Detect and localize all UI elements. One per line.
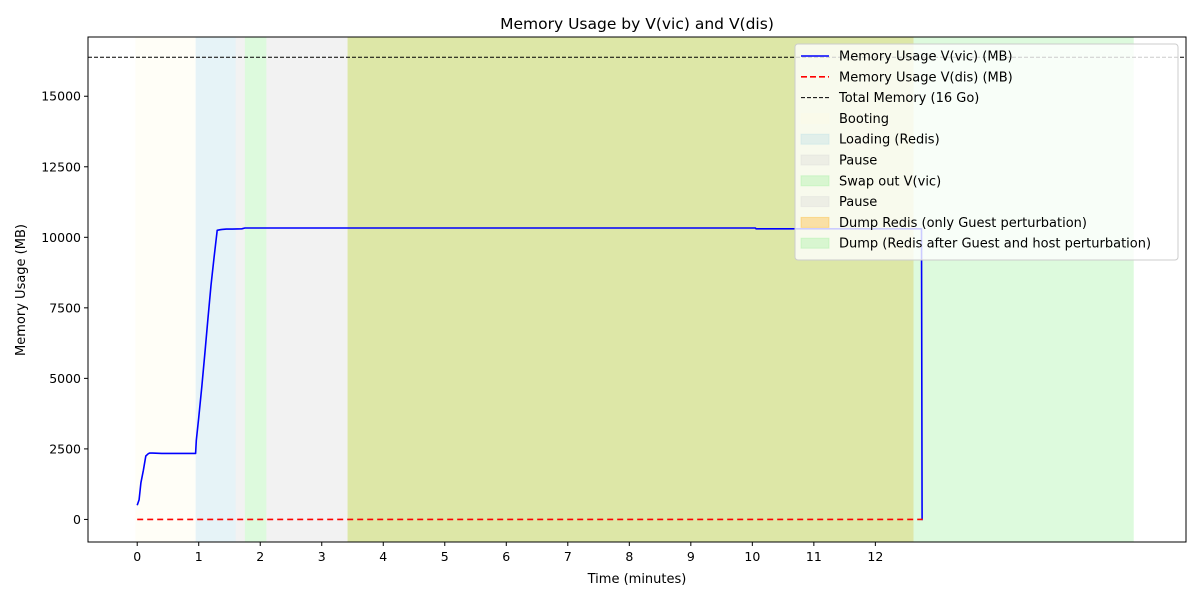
y-axis: 0 2500 5000 7500 10000 12500 15000	[41, 89, 88, 527]
legend-label-6: Swap out V(vic)	[839, 174, 941, 189]
legend-label-0: Memory Usage V(vic) (MB)	[839, 50, 1013, 65]
series-line-0	[136, 227, 923, 521]
y-tick-label-1: 2500	[49, 441, 81, 456]
x-tick-label-6: 6	[502, 549, 510, 564]
x-axis-title: Time (minutes)	[587, 572, 687, 587]
x-tick-label-7: 7	[564, 549, 572, 564]
legend: Memory Usage V(vic) (MB) Memory Usage V(d…	[794, 43, 1179, 261]
legend-label-8: Dump Redis (only Guest perturbation)	[839, 216, 1087, 231]
legend-swatch-8	[800, 216, 830, 228]
legend-label-4: Loading (Redis)	[839, 133, 940, 148]
region-3	[244, 37, 267, 542]
x-tick-label-8: 8	[625, 549, 633, 564]
legend-swatch-7	[800, 196, 830, 208]
legend-swatch-4	[800, 133, 830, 145]
chart-title: Memory Usage by V(vic) and V(dis)	[500, 15, 774, 33]
y-axis-title: Memory Usage (MB)	[14, 224, 29, 356]
legend-label-9: Dump (Redis after Guest and host perturb…	[839, 237, 1151, 252]
region-4	[266, 37, 348, 542]
legend-swatch-5	[800, 154, 830, 166]
legend-label-7: Pause	[839, 195, 877, 210]
x-tick-label-9: 9	[687, 549, 695, 564]
legend-label-2: Total Memory (16 Go)	[838, 91, 979, 106]
x-axis: 0 1 2 3 4 5 6 7 8 9 10 11 12	[133, 542, 883, 564]
x-tick-label-3: 3	[318, 549, 326, 564]
y-tick-label-4: 10000	[41, 230, 81, 245]
legend-label-1: Memory Usage V(dis) (MB)	[839, 70, 1013, 85]
x-tick-label-2: 2	[256, 549, 264, 564]
legend-swatch-6	[800, 175, 830, 187]
plot-frame	[87, 36, 1187, 543]
x-tick-label-11: 11	[806, 549, 822, 564]
y-tick-label-5: 12500	[41, 159, 81, 174]
legend-label-3: Booting	[839, 112, 889, 127]
x-tick-label-4: 4	[379, 549, 387, 564]
x-tick-label-0: 0	[133, 549, 141, 564]
x-tick-label-12: 12	[867, 549, 883, 564]
x-tick-label-5: 5	[441, 549, 449, 564]
x-tick-label-1: 1	[195, 549, 203, 564]
legend-label-5: Pause	[839, 154, 877, 169]
legend-box	[794, 43, 1179, 261]
y-tick-label-6: 15000	[41, 89, 81, 104]
region-1	[195, 37, 236, 542]
y-tick-label-0: 0	[73, 512, 81, 527]
legend-swatch-9	[800, 237, 830, 249]
legend-swatch-3	[800, 112, 830, 124]
y-tick-label-3: 7500	[49, 300, 81, 315]
y-tick-label-2: 5000	[49, 371, 81, 386]
region-2	[235, 37, 245, 542]
x-tick-label-10: 10	[744, 549, 760, 564]
